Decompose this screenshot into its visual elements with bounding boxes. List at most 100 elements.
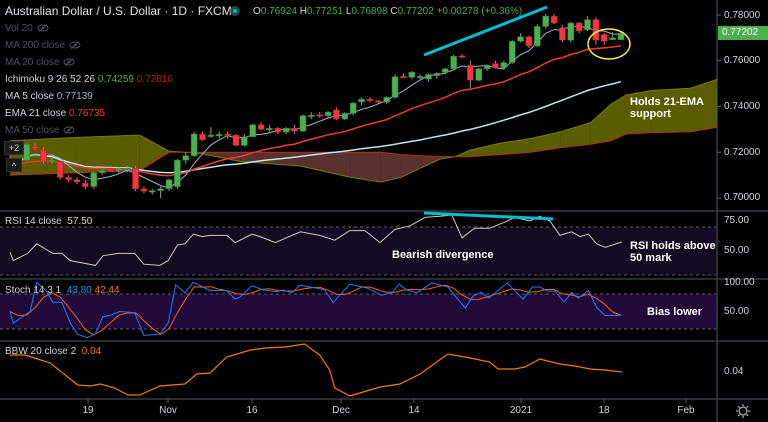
candle-up bbox=[358, 98, 365, 103]
legend-ma5[interactable]: MA 5 close 0.77139 bbox=[5, 91, 93, 103]
bbw-line bbox=[10, 343, 622, 397]
candle-down bbox=[65, 177, 72, 180]
highlight-ellipse[interactable] bbox=[587, 28, 631, 60]
symbol-title[interactable]: Australian Dollar / U.S. Dollar · 1D · F… bbox=[5, 4, 232, 18]
candle-up bbox=[123, 168, 131, 171]
candle-up bbox=[249, 124, 256, 137]
price-tick: 0.74000 bbox=[724, 101, 761, 112]
ichimoku-cloud-segment bbox=[420, 155, 441, 169]
candle-up bbox=[299, 115, 307, 132]
price-trendline[interactable] bbox=[423, 5, 548, 57]
candle-down bbox=[56, 161, 64, 178]
candle-down bbox=[291, 127, 298, 132]
eye-off-icon[interactable] bbox=[69, 41, 81, 50]
eye-off-icon[interactable] bbox=[63, 58, 75, 67]
candle-down bbox=[492, 63, 499, 68]
candle-up bbox=[241, 136, 248, 146]
candle-down bbox=[525, 36, 533, 47]
candle-down bbox=[592, 19, 600, 41]
candle-down bbox=[316, 114, 323, 117]
bbw-legend[interactable]: BBW 20 close 2 0.04 bbox=[5, 346, 101, 358]
ichimoku-cloud-segment bbox=[300, 152, 351, 178]
candle-down bbox=[601, 34, 608, 42]
ichimoku-cloud-segment bbox=[380, 152, 401, 182]
legend-ma50-label: MA 50 close bbox=[5, 125, 60, 136]
candle-up bbox=[157, 188, 164, 191]
legend-ma20-label: MA 20 close bbox=[5, 57, 60, 68]
candle-down bbox=[467, 65, 474, 81]
ichimoku-cloud-segment bbox=[400, 154, 421, 178]
candle-up bbox=[534, 26, 541, 47]
legend-ma20[interactable]: MA 20 close bbox=[5, 57, 75, 69]
candle-up bbox=[308, 114, 315, 117]
candle-down bbox=[575, 22, 583, 32]
rsi-tick: 50.00 bbox=[724, 245, 750, 256]
candle-down bbox=[550, 15, 558, 24]
legend-vol[interactable]: Vol 20 bbox=[5, 23, 49, 35]
stoch-k-value: 43.80 bbox=[66, 285, 92, 296]
candle-up bbox=[266, 127, 273, 130]
candle-up bbox=[441, 68, 449, 73]
ema21-value: 0.76735 bbox=[68, 108, 106, 119]
candle-up bbox=[408, 71, 416, 78]
candle-down bbox=[132, 168, 139, 190]
legend-ma5-label: MA 5 close bbox=[5, 91, 54, 102]
annotation-bias-lower[interactable]: Bias lower bbox=[647, 306, 703, 318]
legend-ma200[interactable]: MA 200 close bbox=[5, 40, 81, 52]
settings-gear-icon[interactable] bbox=[736, 404, 750, 418]
ichimoku-cloud-segment bbox=[76, 135, 140, 173]
collapse-legend-button[interactable]: ^ bbox=[6, 158, 22, 172]
eye-off-icon[interactable] bbox=[63, 126, 75, 135]
ichimoku-cloud-segment bbox=[590, 104, 611, 145]
annotation-bearish-divergence[interactable]: Bearish divergence bbox=[392, 249, 494, 261]
price-tick: 0.70000 bbox=[724, 192, 761, 203]
candle-up bbox=[609, 37, 616, 40]
legend-ichimoku[interactable]: Ichimoku 9 26 52 26 0.74259 0.72816 bbox=[5, 74, 173, 86]
candle-up bbox=[98, 170, 106, 174]
ma-long-line bbox=[9, 80, 622, 174]
high-value: 0.77251 bbox=[306, 6, 344, 17]
hidden-indicators-count[interactable]: +2 bbox=[4, 141, 24, 155]
ichimoku-span-a-value: 0.74259 bbox=[97, 74, 134, 85]
candle-down bbox=[375, 100, 382, 103]
candle-up bbox=[165, 179, 173, 190]
candle-up bbox=[425, 74, 432, 80]
stoch-legend[interactable]: Stoch 14 3 1 43.80 42.44 bbox=[5, 285, 120, 297]
legend-ema21-label: EMA 21 close bbox=[5, 108, 67, 119]
rsi-label: RSI 14 close bbox=[5, 216, 62, 227]
stoch-tick: 50.00 bbox=[724, 306, 750, 317]
candle-down bbox=[199, 133, 206, 140]
candle-up bbox=[450, 55, 457, 70]
candle-up bbox=[341, 113, 349, 120]
price-tick: 0.76000 bbox=[724, 55, 761, 66]
annotation-rsi-holds[interactable]: RSI holds above 50 mark bbox=[630, 240, 716, 264]
close-label: C bbox=[390, 6, 398, 17]
time-label: 14 bbox=[408, 405, 420, 416]
candle-up bbox=[182, 155, 190, 161]
rsi-legend[interactable]: RSI 14 close 57.50 bbox=[5, 216, 92, 228]
rsi-trendline[interactable] bbox=[423, 211, 554, 221]
candle-up bbox=[483, 65, 491, 70]
ichimoku-span-b-line bbox=[9, 126, 717, 176]
market-status-icon bbox=[230, 6, 240, 16]
stoch-d-value: 42.44 bbox=[94, 285, 120, 296]
legend-ema21[interactable]: EMA 21 close 0.76735 bbox=[5, 108, 105, 120]
candle-up bbox=[542, 15, 549, 27]
ichimoku-cloud-segment bbox=[139, 135, 170, 171]
eye-off-icon[interactable] bbox=[37, 24, 49, 33]
legend-ma50[interactable]: MA 50 close bbox=[5, 125, 75, 137]
candle-up bbox=[500, 62, 508, 68]
time-label: Nov bbox=[159, 405, 177, 416]
candle-up bbox=[282, 127, 290, 133]
price-tick: 0.72000 bbox=[724, 147, 761, 158]
candle-up bbox=[567, 22, 575, 41]
rsi-tick: 75.00 bbox=[724, 215, 750, 226]
stoch-k-line bbox=[9, 281, 622, 339]
legend-vol-label: Vol 20 bbox=[5, 23, 33, 34]
candle-up bbox=[115, 168, 123, 171]
candle-down bbox=[82, 182, 89, 187]
candle-down bbox=[333, 109, 340, 120]
ichimoku-cloud-segment bbox=[560, 122, 591, 148]
annotation-ema-support[interactable]: Holds 21-EMA support bbox=[630, 96, 704, 120]
